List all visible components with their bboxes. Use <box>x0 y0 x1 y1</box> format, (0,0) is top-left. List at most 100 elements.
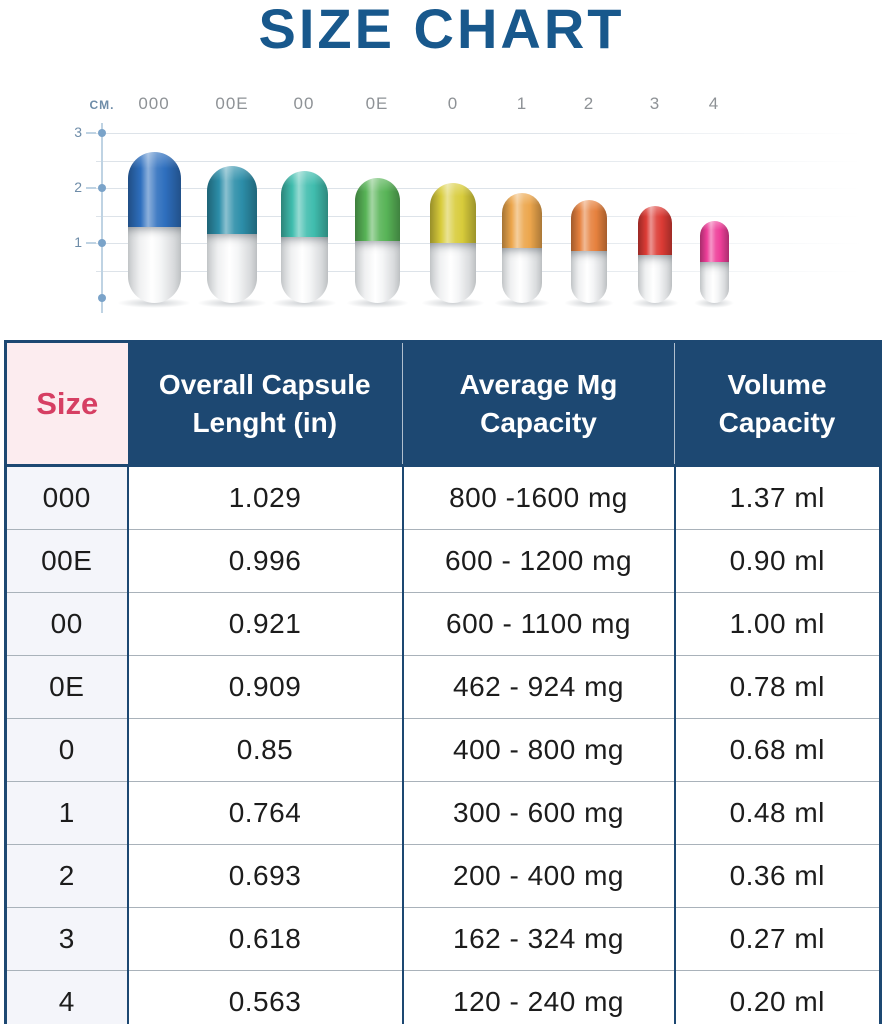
table-cell: 0.764 <box>126 781 403 845</box>
capsule-body <box>127 227 181 303</box>
capsule-body <box>354 240 400 303</box>
y-tick-label: 2 <box>74 179 82 195</box>
column-header-size: Size <box>5 341 128 466</box>
table-cell: 0.68 ml <box>673 718 881 782</box>
capsule-shadow <box>271 298 337 308</box>
capsule-size-label: 3 <box>649 94 661 113</box>
capsule-0 <box>430 183 476 303</box>
table-cell: 0.921 <box>126 592 403 656</box>
capsule-shadow <box>631 298 679 308</box>
table-cell: 0.90 ml <box>673 529 881 593</box>
table-cell: 0.20 ml <box>673 970 881 1024</box>
table-cell: 0.36 ml <box>673 844 881 908</box>
y-tick-label: 1 <box>74 234 82 250</box>
capsule-cap <box>280 171 328 237</box>
capsule-cap <box>571 199 607 252</box>
table-cell: 300 - 600 mg <box>401 781 675 845</box>
table-cell: 0.693 <box>126 844 403 908</box>
capsule-4 <box>699 220 729 303</box>
size-table: Size Overall Capsule Lenght (in) Average M… <box>4 340 882 1024</box>
capsule-00E <box>207 165 257 303</box>
capsule-cap <box>502 193 542 248</box>
y-axis-dot <box>98 129 106 137</box>
capsule-shadow <box>345 298 409 308</box>
table-row-size-0: 0 0.85 400 - 800 mg 0.68 ml <box>5 718 881 782</box>
table-cell: 0.48 ml <box>673 781 881 845</box>
table-cell: 0.909 <box>126 655 403 719</box>
table-cell: 0.618 <box>126 907 403 971</box>
capsule-0E <box>354 178 400 303</box>
y-axis-dot <box>98 184 106 192</box>
capsule-shadow <box>693 298 735 308</box>
size-cell: 00E <box>5 529 128 593</box>
capsule-body <box>571 251 607 303</box>
capsule-shadow <box>563 298 615 308</box>
capsule-body <box>280 237 328 303</box>
capsule-shadow <box>420 298 486 308</box>
capsule-body <box>502 248 542 303</box>
grid-line <box>96 133 862 134</box>
capsule-size-label: 000 <box>138 94 170 113</box>
page-title: SIZE CHART <box>258 0 625 60</box>
size-cell: 4 <box>5 970 128 1024</box>
capsule-size-label: 0 <box>447 94 459 113</box>
capsule-3 <box>638 206 672 303</box>
capsule-size-label: 00 <box>293 94 315 113</box>
capsule-cap <box>430 183 476 244</box>
table-cell: 0.996 <box>126 529 403 593</box>
capsule-shadow <box>197 298 267 308</box>
table-cell: 0.78 ml <box>673 655 881 719</box>
capsule-body <box>699 261 729 303</box>
grid-line <box>96 160 862 162</box>
size-cell: 2 <box>5 844 128 908</box>
capsule-body <box>638 254 672 303</box>
grid-line <box>96 243 862 244</box>
table-row-size-2: 2 0.693 200 - 400 mg 0.36 ml <box>5 844 881 908</box>
capsule-shadow <box>116 298 192 308</box>
table-cell: 1.00 ml <box>673 592 881 656</box>
capsule-size-label: 4 <box>708 94 720 113</box>
table-cell: 0.563 <box>126 970 403 1024</box>
capsule-size-label: 00E <box>215 94 249 113</box>
header-row: Size Overall Capsule Lenght (in) Average M… <box>5 341 881 466</box>
capsule-cap <box>354 178 400 241</box>
capsule-size-chart: CM. 3 2 1 000 00E 00 0E 0 1 2 3 4 <box>0 85 883 335</box>
capsule-2 <box>571 199 607 303</box>
table-row-size-3: 3 0.618 162 - 324 mg 0.27 ml <box>5 907 881 971</box>
size-cell: 0 <box>5 718 128 782</box>
capsule-size-label: 2 <box>583 94 595 113</box>
grid-line <box>96 215 862 217</box>
table-row-size-000: 000 1.029 800 -1600 mg 1.37 ml <box>5 465 881 530</box>
capsule-cap <box>699 220 729 262</box>
table-row-size-00e: 00E 0.996 600 - 1200 mg 0.90 ml <box>5 529 881 593</box>
table-cell: 0.27 ml <box>673 907 881 971</box>
column-header-volume-capacity: Volume Capacity <box>674 341 881 466</box>
capsule-00 <box>280 171 328 303</box>
size-cell: 00 <box>5 592 128 656</box>
capsule-size-label: 1 <box>516 94 528 113</box>
column-header-average-mg-capacity: Average Mg Capacity <box>402 341 675 466</box>
table-cell: 1.029 <box>126 465 403 530</box>
y-tick-label: 3 <box>74 124 82 140</box>
size-cell: 1 <box>5 781 128 845</box>
grid-line <box>96 188 862 189</box>
y-tick-dash <box>86 187 96 189</box>
table-row-size-0e: 0E 0.909 462 - 924 mg 0.78 ml <box>5 655 881 719</box>
table-cell: 800 -1600 mg <box>401 465 675 530</box>
table-cell: 162 - 324 mg <box>401 907 675 971</box>
grid-line <box>96 270 862 272</box>
y-tick-dash <box>86 132 96 134</box>
column-header-overall-capsule-lenght-in: Overall Capsule Lenght (in) <box>127 341 403 466</box>
capsule-body <box>430 243 476 303</box>
table-cell: 200 - 400 mg <box>401 844 675 908</box>
size-cell: 000 <box>5 465 128 530</box>
capsule-shadow <box>494 298 550 308</box>
table-cell: 462 - 924 mg <box>401 655 675 719</box>
table-cell: 1.37 ml <box>673 465 881 530</box>
capsule-size-label: 0E <box>365 94 389 113</box>
y-axis-dot <box>98 239 106 247</box>
table-row-size-4: 4 0.563 120 - 240 mg 0.20 ml <box>5 970 881 1024</box>
table-cell: 400 - 800 mg <box>401 718 675 782</box>
y-tick-dash <box>86 242 96 244</box>
